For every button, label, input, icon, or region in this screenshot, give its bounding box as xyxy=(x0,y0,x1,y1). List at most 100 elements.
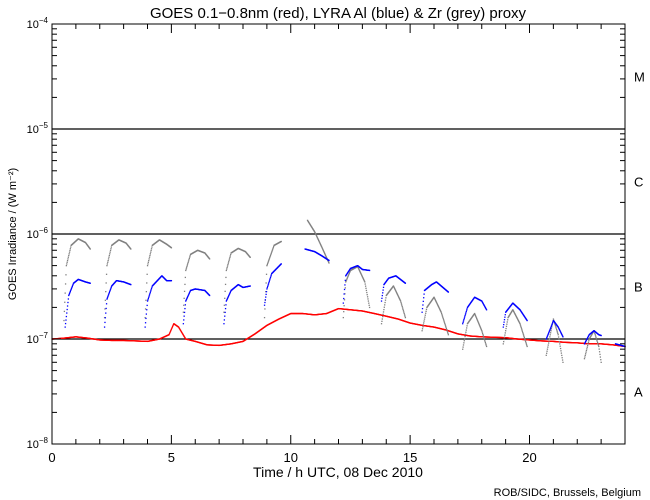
data-point xyxy=(265,293,267,296)
data-point xyxy=(549,334,551,336)
data-point xyxy=(596,340,598,342)
data-point xyxy=(447,291,450,293)
data-point xyxy=(585,340,587,342)
data-point xyxy=(106,298,108,300)
data-point xyxy=(343,311,345,313)
data-point xyxy=(344,279,346,282)
data-point xyxy=(225,300,227,302)
data-point xyxy=(171,327,173,329)
data-point xyxy=(106,265,108,267)
data-point xyxy=(228,294,230,296)
data-point xyxy=(328,259,330,262)
data-point xyxy=(440,310,442,313)
data-point xyxy=(394,289,397,291)
data-point xyxy=(367,298,369,300)
data-point xyxy=(106,263,109,265)
data-point xyxy=(442,317,444,320)
data-point xyxy=(319,243,321,245)
data-point xyxy=(504,334,506,336)
data-point xyxy=(108,256,110,258)
data-point xyxy=(342,316,344,319)
data-point xyxy=(404,282,407,284)
data-point xyxy=(525,343,528,345)
data-point xyxy=(480,329,483,331)
data-point xyxy=(512,309,514,312)
data-point xyxy=(150,249,152,252)
data-point xyxy=(363,280,366,282)
data-point xyxy=(269,276,272,279)
data-point xyxy=(481,332,484,335)
data-point xyxy=(464,335,466,338)
data-point xyxy=(599,356,602,358)
data-point xyxy=(477,322,480,324)
data-point xyxy=(272,248,274,250)
data-point xyxy=(107,258,110,260)
data-point xyxy=(150,287,153,290)
data-point xyxy=(325,255,327,257)
data-point xyxy=(433,296,435,298)
data-point xyxy=(550,328,553,330)
data-point xyxy=(594,332,596,335)
y-tick-label: 10−8 xyxy=(27,436,49,451)
data-point xyxy=(560,350,562,352)
data-point xyxy=(399,299,401,301)
data-point xyxy=(147,297,149,300)
data-point xyxy=(479,327,482,329)
data-point xyxy=(110,246,112,248)
data-point xyxy=(436,303,438,305)
data-point xyxy=(144,316,146,319)
data-point xyxy=(267,262,269,265)
data-point xyxy=(208,294,211,297)
data-point xyxy=(422,304,424,306)
data-point xyxy=(443,320,445,322)
data-point xyxy=(263,304,266,306)
data-point xyxy=(555,327,557,329)
data-point xyxy=(268,280,270,282)
data-point xyxy=(586,346,588,348)
x-tick-label: 15 xyxy=(403,450,417,465)
data-point xyxy=(397,296,400,298)
data-point xyxy=(168,334,170,336)
data-point xyxy=(384,304,386,306)
data-point xyxy=(385,297,387,299)
data-point xyxy=(110,286,112,288)
data-point xyxy=(145,317,147,320)
data-point xyxy=(64,301,66,303)
data-point xyxy=(600,334,602,337)
data-point xyxy=(395,291,397,293)
data-point xyxy=(68,294,70,297)
data-point xyxy=(314,232,316,234)
data-point xyxy=(89,248,91,250)
data-point xyxy=(466,327,468,329)
data-point xyxy=(393,286,395,288)
data-point xyxy=(189,255,191,257)
data-point xyxy=(518,321,520,323)
data-point xyxy=(266,263,268,266)
data-point xyxy=(348,272,350,274)
data-point xyxy=(402,308,404,310)
data-point xyxy=(67,256,70,258)
data-point xyxy=(70,246,72,248)
data-point xyxy=(483,336,485,338)
data-point xyxy=(267,284,269,286)
data-point xyxy=(443,321,446,323)
data-point xyxy=(189,291,191,293)
data-point xyxy=(403,314,406,316)
data-point xyxy=(558,328,560,330)
data-point xyxy=(587,343,589,345)
data-point xyxy=(394,288,396,291)
data-point xyxy=(587,335,590,337)
data-point xyxy=(555,326,557,328)
data-point xyxy=(150,251,152,253)
data-point xyxy=(189,290,191,293)
data-point xyxy=(187,296,189,298)
data-point xyxy=(322,250,325,252)
data-point xyxy=(144,308,147,310)
data-point xyxy=(170,247,173,249)
data-point xyxy=(474,314,477,317)
data-point xyxy=(347,276,349,278)
data-point xyxy=(481,301,483,303)
data-point xyxy=(518,320,520,323)
data-point xyxy=(271,250,273,252)
data-point xyxy=(519,323,521,325)
